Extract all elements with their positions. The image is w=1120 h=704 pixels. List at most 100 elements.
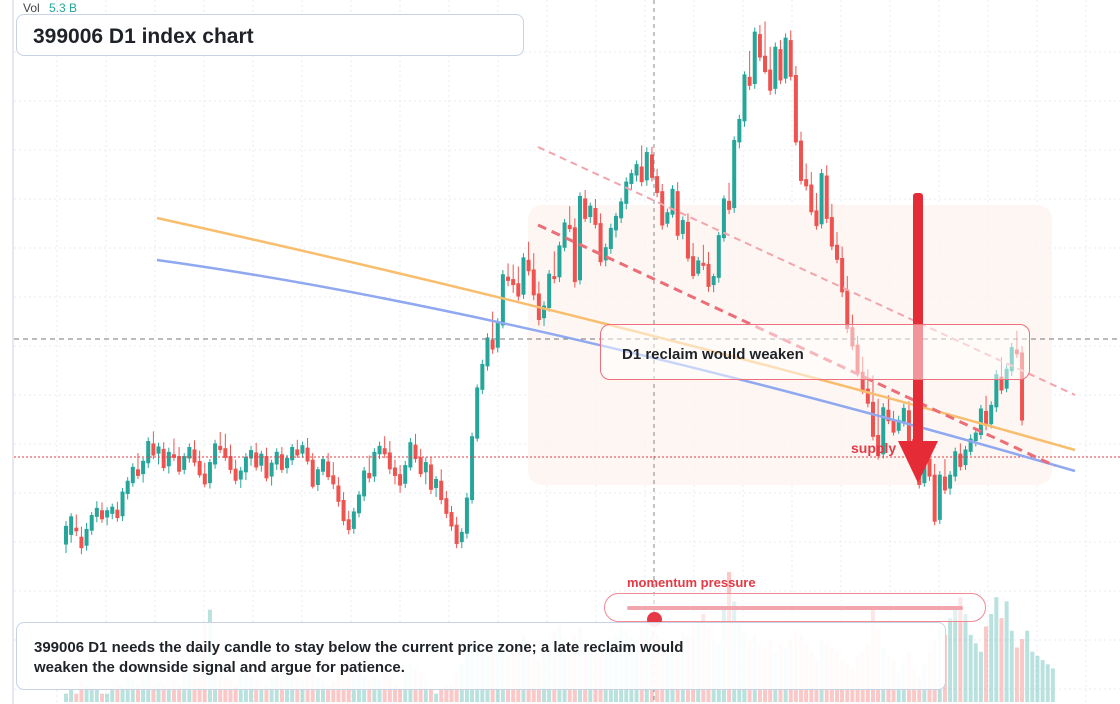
- candle-body: [927, 458, 932, 477]
- candle-body: [279, 454, 284, 470]
- candle-body: [310, 459, 315, 487]
- candle: [619, 197, 624, 224]
- candle: [449, 506, 454, 531]
- candle-body: [249, 450, 254, 459]
- candle: [655, 168, 660, 198]
- volume-bar: [377, 681, 382, 702]
- candle: [331, 462, 336, 490]
- candle: [516, 266, 521, 301]
- candle-body: [953, 451, 958, 477]
- candle: [315, 466, 320, 491]
- candle: [608, 223, 613, 254]
- volume-legend: Vol 5.3 B: [23, 1, 77, 15]
- candle: [434, 475, 439, 497]
- candle-body: [752, 31, 757, 85]
- candle: [141, 457, 146, 483]
- candle-body: [182, 456, 187, 470]
- candle-body: [434, 478, 439, 488]
- candle: [259, 450, 264, 472]
- candle: [696, 256, 701, 277]
- candle: [171, 438, 176, 461]
- volume-bar: [984, 626, 989, 702]
- candle-body: [74, 527, 79, 532]
- candle: [737, 114, 742, 149]
- candle-body: [449, 512, 454, 527]
- candle-body: [696, 260, 701, 274]
- volume-bar: [110, 689, 115, 702]
- candle-body: [161, 448, 166, 469]
- candle: [444, 490, 449, 519]
- candle-body: [968, 438, 973, 452]
- candle-body: [485, 337, 490, 367]
- candle-body: [613, 215, 618, 231]
- volume-bar: [89, 689, 94, 702]
- candle: [74, 514, 79, 537]
- candle: [382, 436, 387, 458]
- candle: [146, 437, 151, 469]
- candle-body: [94, 507, 99, 517]
- candle-body: [233, 468, 238, 481]
- candle: [824, 165, 829, 224]
- volume-bar: [321, 681, 325, 702]
- volume-bar: [74, 693, 79, 702]
- candle: [464, 492, 469, 539]
- candle-body: [860, 371, 865, 391]
- candle-body: [223, 448, 228, 458]
- candle-body: [428, 464, 433, 490]
- volume-bar: [171, 681, 176, 702]
- candle: [269, 459, 274, 486]
- candle-body: [824, 175, 829, 219]
- candle: [213, 439, 218, 469]
- candle: [701, 244, 706, 271]
- candle: [372, 448, 377, 482]
- candle: [531, 253, 536, 301]
- candle-body: [295, 449, 300, 456]
- candle-body: [948, 474, 953, 489]
- candle-body: [439, 480, 444, 501]
- candle: [392, 459, 397, 485]
- volume-bar: [1050, 668, 1055, 702]
- candle-body: [382, 448, 387, 455]
- candle-body: [994, 374, 999, 408]
- candle: [634, 160, 639, 182]
- candle: [197, 450, 202, 478]
- candle-body: [876, 434, 881, 457]
- candle-body: [670, 188, 675, 215]
- candle-body: [125, 480, 130, 494]
- volume-bar: [963, 613, 968, 702]
- volume-bar: [135, 685, 140, 702]
- candle-body: [403, 465, 408, 484]
- volume-bar: [999, 618, 1004, 702]
- candle-body: [84, 528, 89, 546]
- candle-body: [593, 208, 598, 225]
- analysis-note-card: 399006 D1 needs the daily candle to stay…: [16, 622, 946, 690]
- candle: [788, 30, 793, 81]
- candle-body: [799, 140, 804, 181]
- volume-bar: [166, 689, 171, 702]
- candle-body: [778, 49, 783, 81]
- candle-body: [290, 447, 295, 461]
- candle-body: [516, 283, 521, 297]
- volume-bar: [279, 681, 284, 702]
- candle-body: [115, 509, 120, 519]
- candle-body: [171, 454, 176, 458]
- volume-bar: [94, 689, 99, 702]
- volume-bar: [156, 681, 161, 702]
- candle: [290, 444, 295, 466]
- candle: [644, 147, 649, 186]
- candle: [125, 477, 130, 500]
- candle: [228, 444, 233, 474]
- candle-body: [865, 388, 870, 404]
- candle-body: [495, 323, 500, 348]
- candle: [768, 46, 773, 95]
- candle-body: [331, 475, 336, 485]
- candle: [218, 431, 223, 454]
- candle-body: [845, 290, 850, 330]
- candle: [613, 212, 618, 238]
- volume-bar: [300, 681, 305, 702]
- candles: [64, 21, 1025, 555]
- candle-body: [336, 485, 341, 502]
- down-arrow-shaft: [913, 193, 923, 445]
- candle-body: [177, 456, 182, 472]
- volume-bar: [233, 685, 238, 702]
